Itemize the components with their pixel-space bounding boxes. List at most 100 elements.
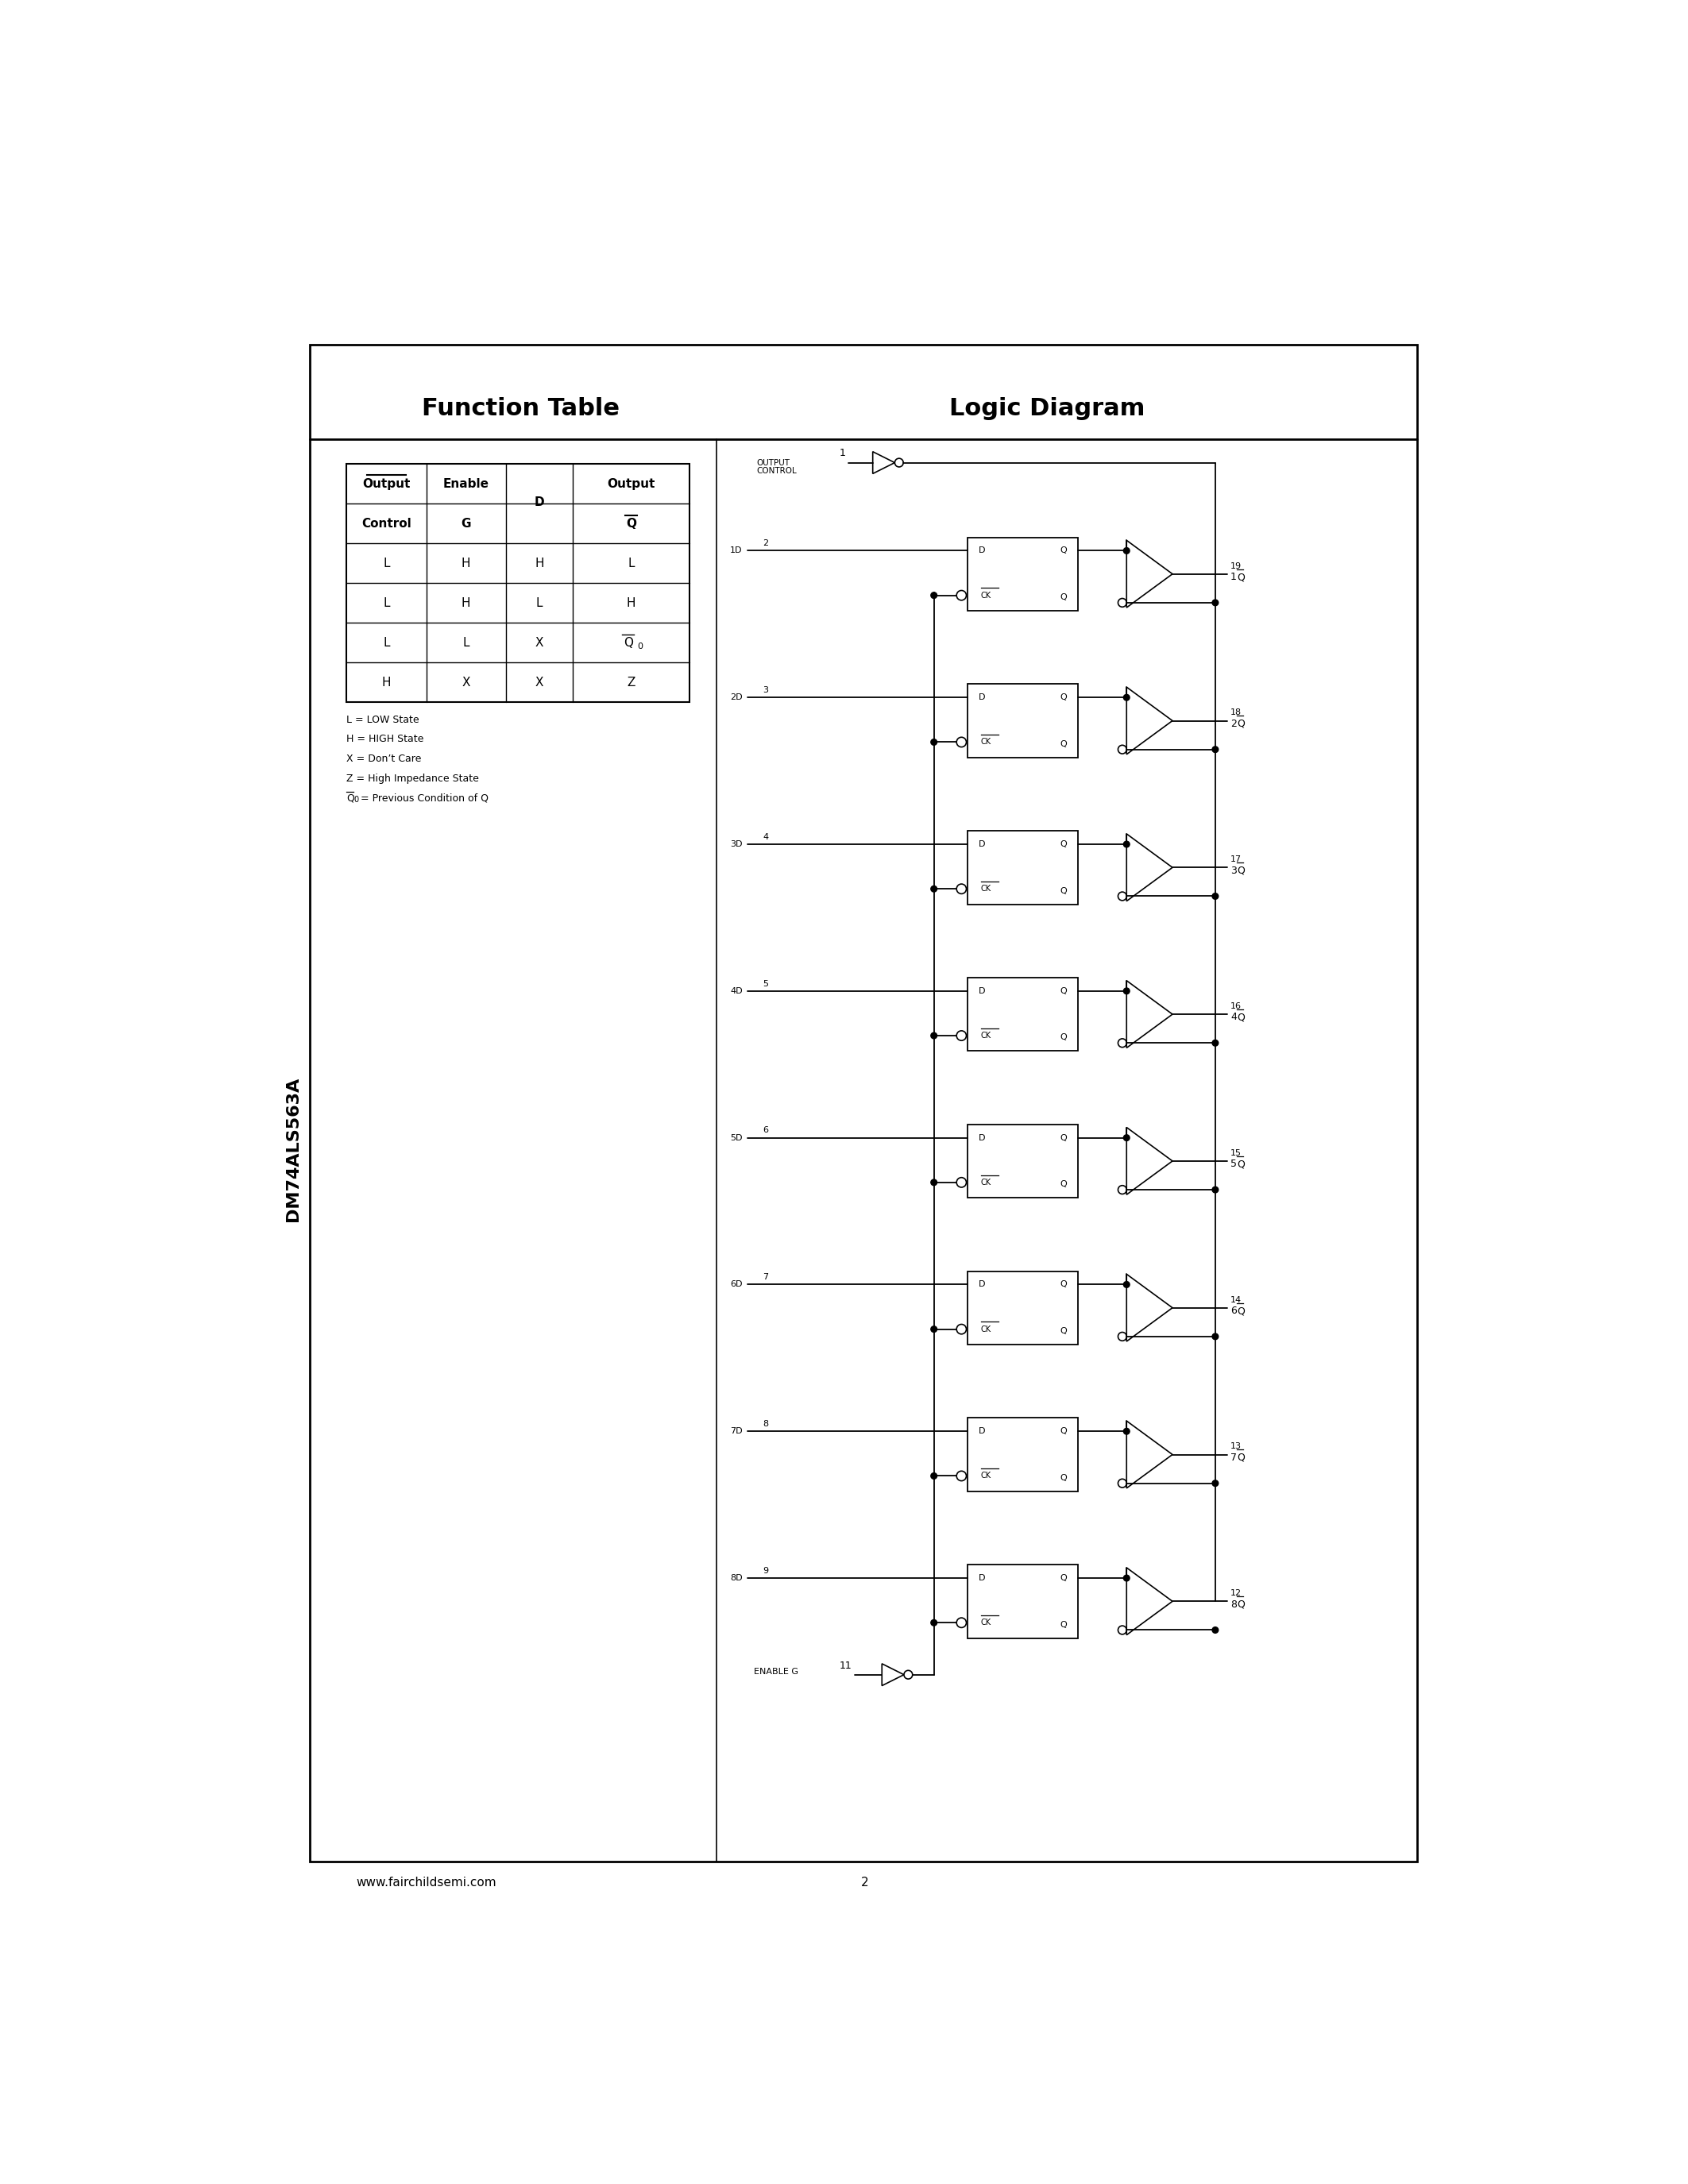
Text: 2D: 2D <box>729 695 743 701</box>
Bar <box>967 537 1077 612</box>
Circle shape <box>1124 1428 1129 1435</box>
Circle shape <box>1212 1627 1219 1634</box>
Text: X: X <box>535 638 544 649</box>
Text: Enable: Enable <box>442 478 490 489</box>
Text: D: D <box>535 496 545 509</box>
Bar <box>967 1125 1077 1197</box>
Text: Q: Q <box>1060 695 1067 701</box>
Text: 2: 2 <box>861 1876 869 1889</box>
Bar <box>967 1564 1077 1638</box>
Text: Q: Q <box>1060 841 1067 847</box>
Text: 9: 9 <box>763 1566 768 1575</box>
Text: 15: 15 <box>1231 1149 1242 1158</box>
Text: Q: Q <box>1237 719 1244 729</box>
Text: CK: CK <box>981 592 991 598</box>
Text: Q: Q <box>1060 987 1067 996</box>
Text: L: L <box>628 557 635 570</box>
Text: Q: Q <box>1060 740 1067 747</box>
Text: Q: Q <box>1060 594 1067 601</box>
Text: D: D <box>979 841 986 847</box>
Text: Q: Q <box>1060 1328 1067 1334</box>
Text: D: D <box>979 987 986 996</box>
Text: Q: Q <box>1060 1033 1067 1042</box>
Circle shape <box>1212 1334 1219 1339</box>
Text: Q: Q <box>1060 1474 1067 1481</box>
Text: Q: Q <box>1237 1599 1244 1610</box>
Text: 11: 11 <box>839 1660 852 1671</box>
Text: CK: CK <box>981 1618 991 1627</box>
Bar <box>967 1417 1077 1492</box>
Text: H = HIGH State: H = HIGH State <box>346 734 424 745</box>
Text: 3: 3 <box>1231 865 1237 876</box>
Circle shape <box>930 1033 937 1040</box>
Text: CK: CK <box>981 1326 991 1332</box>
Text: X: X <box>463 677 471 688</box>
Circle shape <box>930 738 937 745</box>
Text: H: H <box>535 557 544 570</box>
Text: CK: CK <box>981 738 991 747</box>
Circle shape <box>1212 747 1219 753</box>
Text: 5: 5 <box>763 981 768 987</box>
Text: CK: CK <box>981 1179 991 1186</box>
Circle shape <box>1124 841 1129 847</box>
Text: 18: 18 <box>1231 710 1242 716</box>
Text: Z: Z <box>626 677 635 688</box>
Text: 5D: 5D <box>731 1133 743 1142</box>
Text: L: L <box>537 596 544 609</box>
Text: 12: 12 <box>1231 1590 1242 1597</box>
Text: 3: 3 <box>763 686 768 695</box>
Text: Q: Q <box>1237 1160 1244 1168</box>
Text: 16: 16 <box>1231 1002 1242 1011</box>
Text: L: L <box>383 638 390 649</box>
Text: 7: 7 <box>1231 1452 1237 1463</box>
Text: X = Don’t Care: X = Don’t Care <box>346 753 422 764</box>
Text: 1: 1 <box>839 448 846 459</box>
Text: OUTPUT: OUTPUT <box>756 459 790 467</box>
Text: Q: Q <box>346 793 354 804</box>
Text: 4: 4 <box>1231 1011 1237 1022</box>
Text: H: H <box>626 596 636 609</box>
Text: Q: Q <box>1237 1011 1244 1022</box>
Text: 0: 0 <box>638 642 643 651</box>
Text: D: D <box>979 546 986 555</box>
Text: Q: Q <box>1060 546 1067 555</box>
Text: D: D <box>979 1575 986 1581</box>
Text: 3D: 3D <box>731 841 743 847</box>
Circle shape <box>1124 1282 1129 1289</box>
Text: Q: Q <box>1237 1306 1244 1317</box>
Text: 1D: 1D <box>731 546 743 555</box>
Text: Q: Q <box>626 518 636 529</box>
Circle shape <box>1212 1040 1219 1046</box>
Text: 0: 0 <box>353 795 358 804</box>
Text: 6: 6 <box>763 1127 768 1133</box>
Text: 7D: 7D <box>729 1428 743 1435</box>
Text: Q: Q <box>623 638 633 649</box>
Text: = Previous Condition of Q: = Previous Condition of Q <box>358 793 490 804</box>
Text: G: G <box>461 518 471 529</box>
Circle shape <box>1124 987 1129 994</box>
Text: 8: 8 <box>1231 1599 1237 1610</box>
Text: Function Table: Function Table <box>422 397 619 419</box>
Text: Q: Q <box>1060 887 1067 895</box>
Text: 6: 6 <box>1231 1306 1237 1317</box>
Text: 4: 4 <box>763 832 768 841</box>
Circle shape <box>1212 1481 1219 1487</box>
Text: DM74ALS563A: DM74ALS563A <box>285 1077 302 1221</box>
Text: 1: 1 <box>1231 572 1237 583</box>
Circle shape <box>1212 1186 1219 1192</box>
Text: 5: 5 <box>1231 1160 1237 1168</box>
Text: H: H <box>381 677 392 688</box>
Text: ENABLE G: ENABLE G <box>753 1669 798 1675</box>
Text: Q: Q <box>1060 1133 1067 1142</box>
Text: H: H <box>461 596 471 609</box>
Text: CK: CK <box>981 885 991 893</box>
Text: 8: 8 <box>763 1420 768 1428</box>
Circle shape <box>1124 695 1129 701</box>
Text: Q: Q <box>1237 865 1244 876</box>
Circle shape <box>930 592 937 598</box>
Text: Q: Q <box>1237 1452 1244 1463</box>
Circle shape <box>1212 893 1219 900</box>
Text: H: H <box>461 557 471 570</box>
Text: 17: 17 <box>1231 856 1242 863</box>
Text: D: D <box>979 1428 986 1435</box>
